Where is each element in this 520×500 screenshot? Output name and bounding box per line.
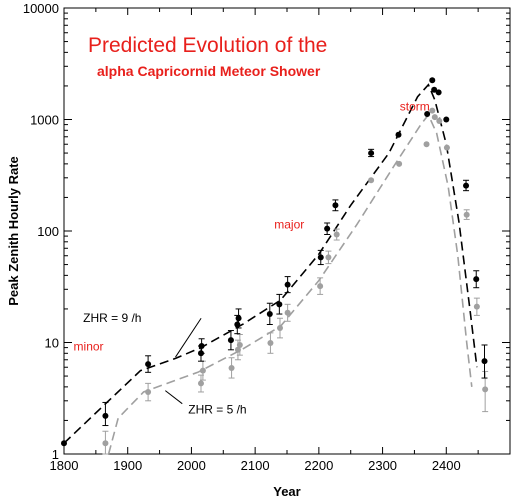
annotations: storm major minor ZHR = 9 /h ZHR = 5 /h [74,100,430,417]
data-point [332,202,339,209]
data-point [199,367,206,374]
model-curve [63,83,478,444]
x-tick-label: 1900 [113,458,142,473]
annotation-pointer [175,317,202,358]
data-point [431,86,438,93]
data-point [333,231,340,238]
y-tick-label: 100 [37,224,59,239]
zhr-label: ZHR = 9 /h [83,311,141,325]
annotation-label: major [274,218,304,232]
data-point [429,77,436,84]
data-point [431,114,438,121]
model-curve [107,113,473,455]
axis-ticks: 1800 1900 2000 2100 2200 2300 2400 1 10 100 1000 10… [23,1,510,473]
data-point [145,388,152,395]
data-point [443,144,450,151]
data-point [481,358,488,365]
data-point [317,283,324,290]
x-axis-label: Year [273,484,300,499]
chart-title: Predicted Evolution of the [88,34,327,57]
y-axis-label: Peak Zenith Hourly Rate [6,156,21,306]
x-tick-label: 2000 [177,458,206,473]
data-point [473,303,480,310]
y-tick-label: 10000 [23,1,59,16]
data-point [61,440,67,447]
data-point [267,339,274,346]
data-point [266,311,273,318]
x-tick-label: 2200 [304,458,333,473]
data-point [276,301,283,308]
data-point [423,141,430,148]
annotation-label: storm [400,100,430,114]
data-point [482,386,489,393]
data-point [324,225,331,232]
y-tick-label: 10 [45,336,59,351]
data-point [435,89,442,96]
model-curves [63,83,478,455]
data-point [102,412,109,419]
data-point [234,321,241,328]
x-tick-label: 2300 [368,458,397,473]
data-point [276,324,283,331]
data-point [396,160,403,167]
data-point [436,117,443,124]
y-tick-label: 1 [52,447,59,462]
chart-subtitle: alpha Capricornid Meteor Shower [97,63,321,79]
data-point [284,309,291,316]
y-tick-label: 1000 [30,113,59,128]
data-point [429,107,436,114]
x-tick-label: 2400 [432,458,461,473]
data-point [443,116,450,123]
data-point [395,131,402,138]
data-point [368,150,375,157]
data-point [102,440,109,447]
x-tick-label: 1800 [50,458,79,473]
data-point [325,254,332,261]
data-point [228,365,235,372]
data-point [198,343,205,350]
data-point [463,182,470,189]
data-point [317,254,324,261]
data-point [473,276,480,283]
data-point [236,341,243,348]
data-point [424,111,431,118]
data-point [197,380,204,387]
data-point [145,361,152,368]
data-point [235,315,242,322]
annotation-pointer [165,390,183,405]
annotation-label: minor [74,339,104,353]
data-point [227,337,234,344]
x-tick-label: 2100 [241,458,270,473]
zhr-label: ZHR = 5 /h [188,403,246,417]
data-points [61,77,489,455]
data-point [463,211,470,218]
data-point [284,281,291,288]
data-point [368,177,375,184]
